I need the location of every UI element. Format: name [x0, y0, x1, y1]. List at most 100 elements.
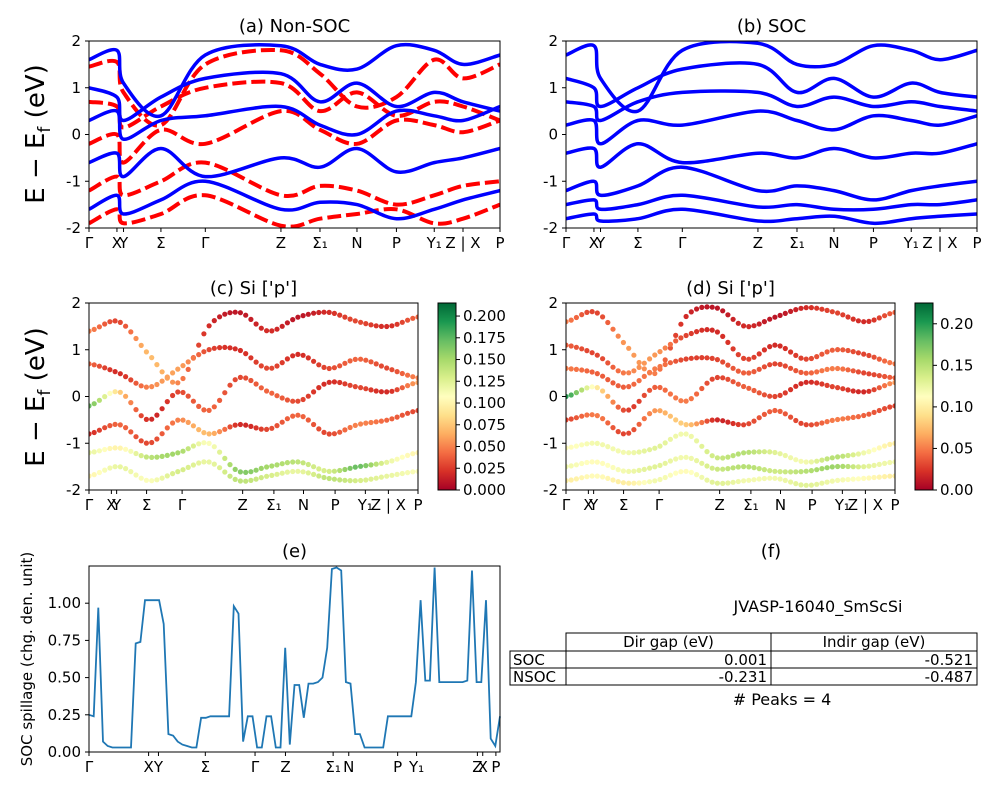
panel-a-ytick-label: -1 — [66, 172, 81, 190]
projected-point — [368, 322, 374, 328]
projected-point — [253, 359, 259, 365]
projected-point — [819, 368, 825, 374]
projected-point — [300, 313, 306, 319]
projected-point — [394, 471, 400, 477]
projected-point — [605, 377, 611, 383]
projected-point — [767, 475, 773, 481]
projected-point — [714, 417, 721, 423]
panel-e-xtick-label: Z — [280, 758, 290, 776]
projected-point — [699, 385, 705, 392]
projected-point — [269, 463, 275, 469]
projected-point — [573, 415, 580, 421]
projected-point — [772, 314, 778, 320]
projected-point — [290, 413, 296, 419]
projected-point — [337, 379, 343, 386]
projected-point — [746, 356, 752, 362]
projected-point — [253, 381, 259, 387]
projected-point — [615, 404, 621, 410]
projected-point — [620, 384, 627, 390]
projected-point — [777, 392, 783, 398]
projected-point — [363, 463, 369, 469]
projected-point — [819, 457, 825, 463]
projected-point — [415, 407, 418, 414]
projected-point — [399, 454, 405, 460]
projected-point — [871, 354, 877, 360]
projected-point — [694, 421, 700, 427]
projected-point — [279, 360, 285, 366]
projected-point — [720, 480, 726, 486]
projected-point — [767, 393, 773, 399]
panel-e-ytick-label: 0.75 — [48, 631, 81, 649]
projected-point — [793, 307, 799, 313]
panel-d-frame — [565, 302, 896, 491]
band-line-soc-2 — [566, 89, 977, 123]
projected-point — [741, 478, 747, 484]
projected-point — [89, 328, 92, 334]
projected-point — [746, 385, 752, 391]
ylabel-unit: (eV) — [21, 64, 51, 126]
projected-point — [337, 477, 343, 483]
projected-point — [694, 438, 700, 444]
projected-point — [709, 376, 715, 382]
projected-point — [594, 413, 600, 419]
panel-e-xtick-label: Σ — [201, 758, 210, 776]
projected-point — [850, 476, 856, 482]
projected-point — [107, 390, 113, 396]
panel-c-xtick-label: P — [413, 496, 422, 514]
projected-point — [211, 404, 217, 410]
projected-point — [347, 465, 353, 471]
projected-point — [253, 425, 259, 431]
projected-point — [626, 345, 632, 351]
panel-b-xtick-label: Y₁ — [903, 234, 919, 252]
projected-point — [284, 356, 290, 362]
panel-b-xtick-label: Γ — [562, 234, 571, 252]
projected-point — [389, 458, 395, 464]
panel-e-ytick-label: 1.00 — [48, 594, 81, 612]
projected-point — [866, 449, 872, 455]
projected-point — [793, 457, 799, 463]
projected-point — [300, 414, 306, 420]
panel-a-xtick-label: Y — [118, 234, 129, 252]
projected-point — [123, 393, 129, 399]
panel-b-xtick-label: P — [869, 234, 878, 252]
panel-e-xtick-label: N — [343, 758, 354, 776]
projected-point — [316, 473, 322, 479]
projected-point — [159, 369, 165, 375]
projected-point — [761, 319, 768, 325]
projected-point — [725, 454, 731, 460]
projected-point — [342, 360, 348, 366]
projected-point — [190, 355, 196, 361]
projected-point — [667, 341, 674, 347]
projected-point — [196, 460, 202, 466]
panel-b-ytick-label: -2 — [543, 219, 558, 237]
projected-point — [772, 361, 778, 367]
panel-e-xtick-label: P — [491, 758, 500, 776]
projected-point — [683, 422, 689, 428]
projected-point — [761, 411, 768, 417]
projected-point — [615, 429, 621, 435]
projected-point — [835, 416, 841, 423]
projected-point — [170, 392, 176, 399]
projected-point — [399, 385, 405, 391]
projected-point — [164, 452, 170, 458]
projected-point — [829, 384, 835, 390]
projected-point — [311, 310, 317, 316]
projected-point — [415, 468, 418, 474]
projected-point — [102, 365, 108, 371]
panel-d-ytick-label: -1 — [543, 434, 558, 452]
projected-point — [667, 413, 674, 419]
panel-a-xtick-label: Γ — [201, 234, 210, 252]
projected-point — [258, 426, 264, 432]
panel-f: (f) JVASP-16040_SmScSi Dir gap (eV) Indir… — [509, 541, 978, 709]
projected-point — [584, 348, 590, 354]
projected-point — [887, 473, 893, 479]
projected-point — [190, 462, 196, 468]
projected-point — [735, 421, 741, 428]
projected-point — [845, 387, 851, 393]
panel-a-ytick-label: 1 — [71, 79, 81, 97]
projected-point — [589, 412, 595, 418]
projected-point — [647, 447, 653, 453]
panel-b-xtick-label: Z — [753, 234, 763, 252]
projected-point — [373, 323, 379, 329]
projected-point — [279, 419, 285, 425]
